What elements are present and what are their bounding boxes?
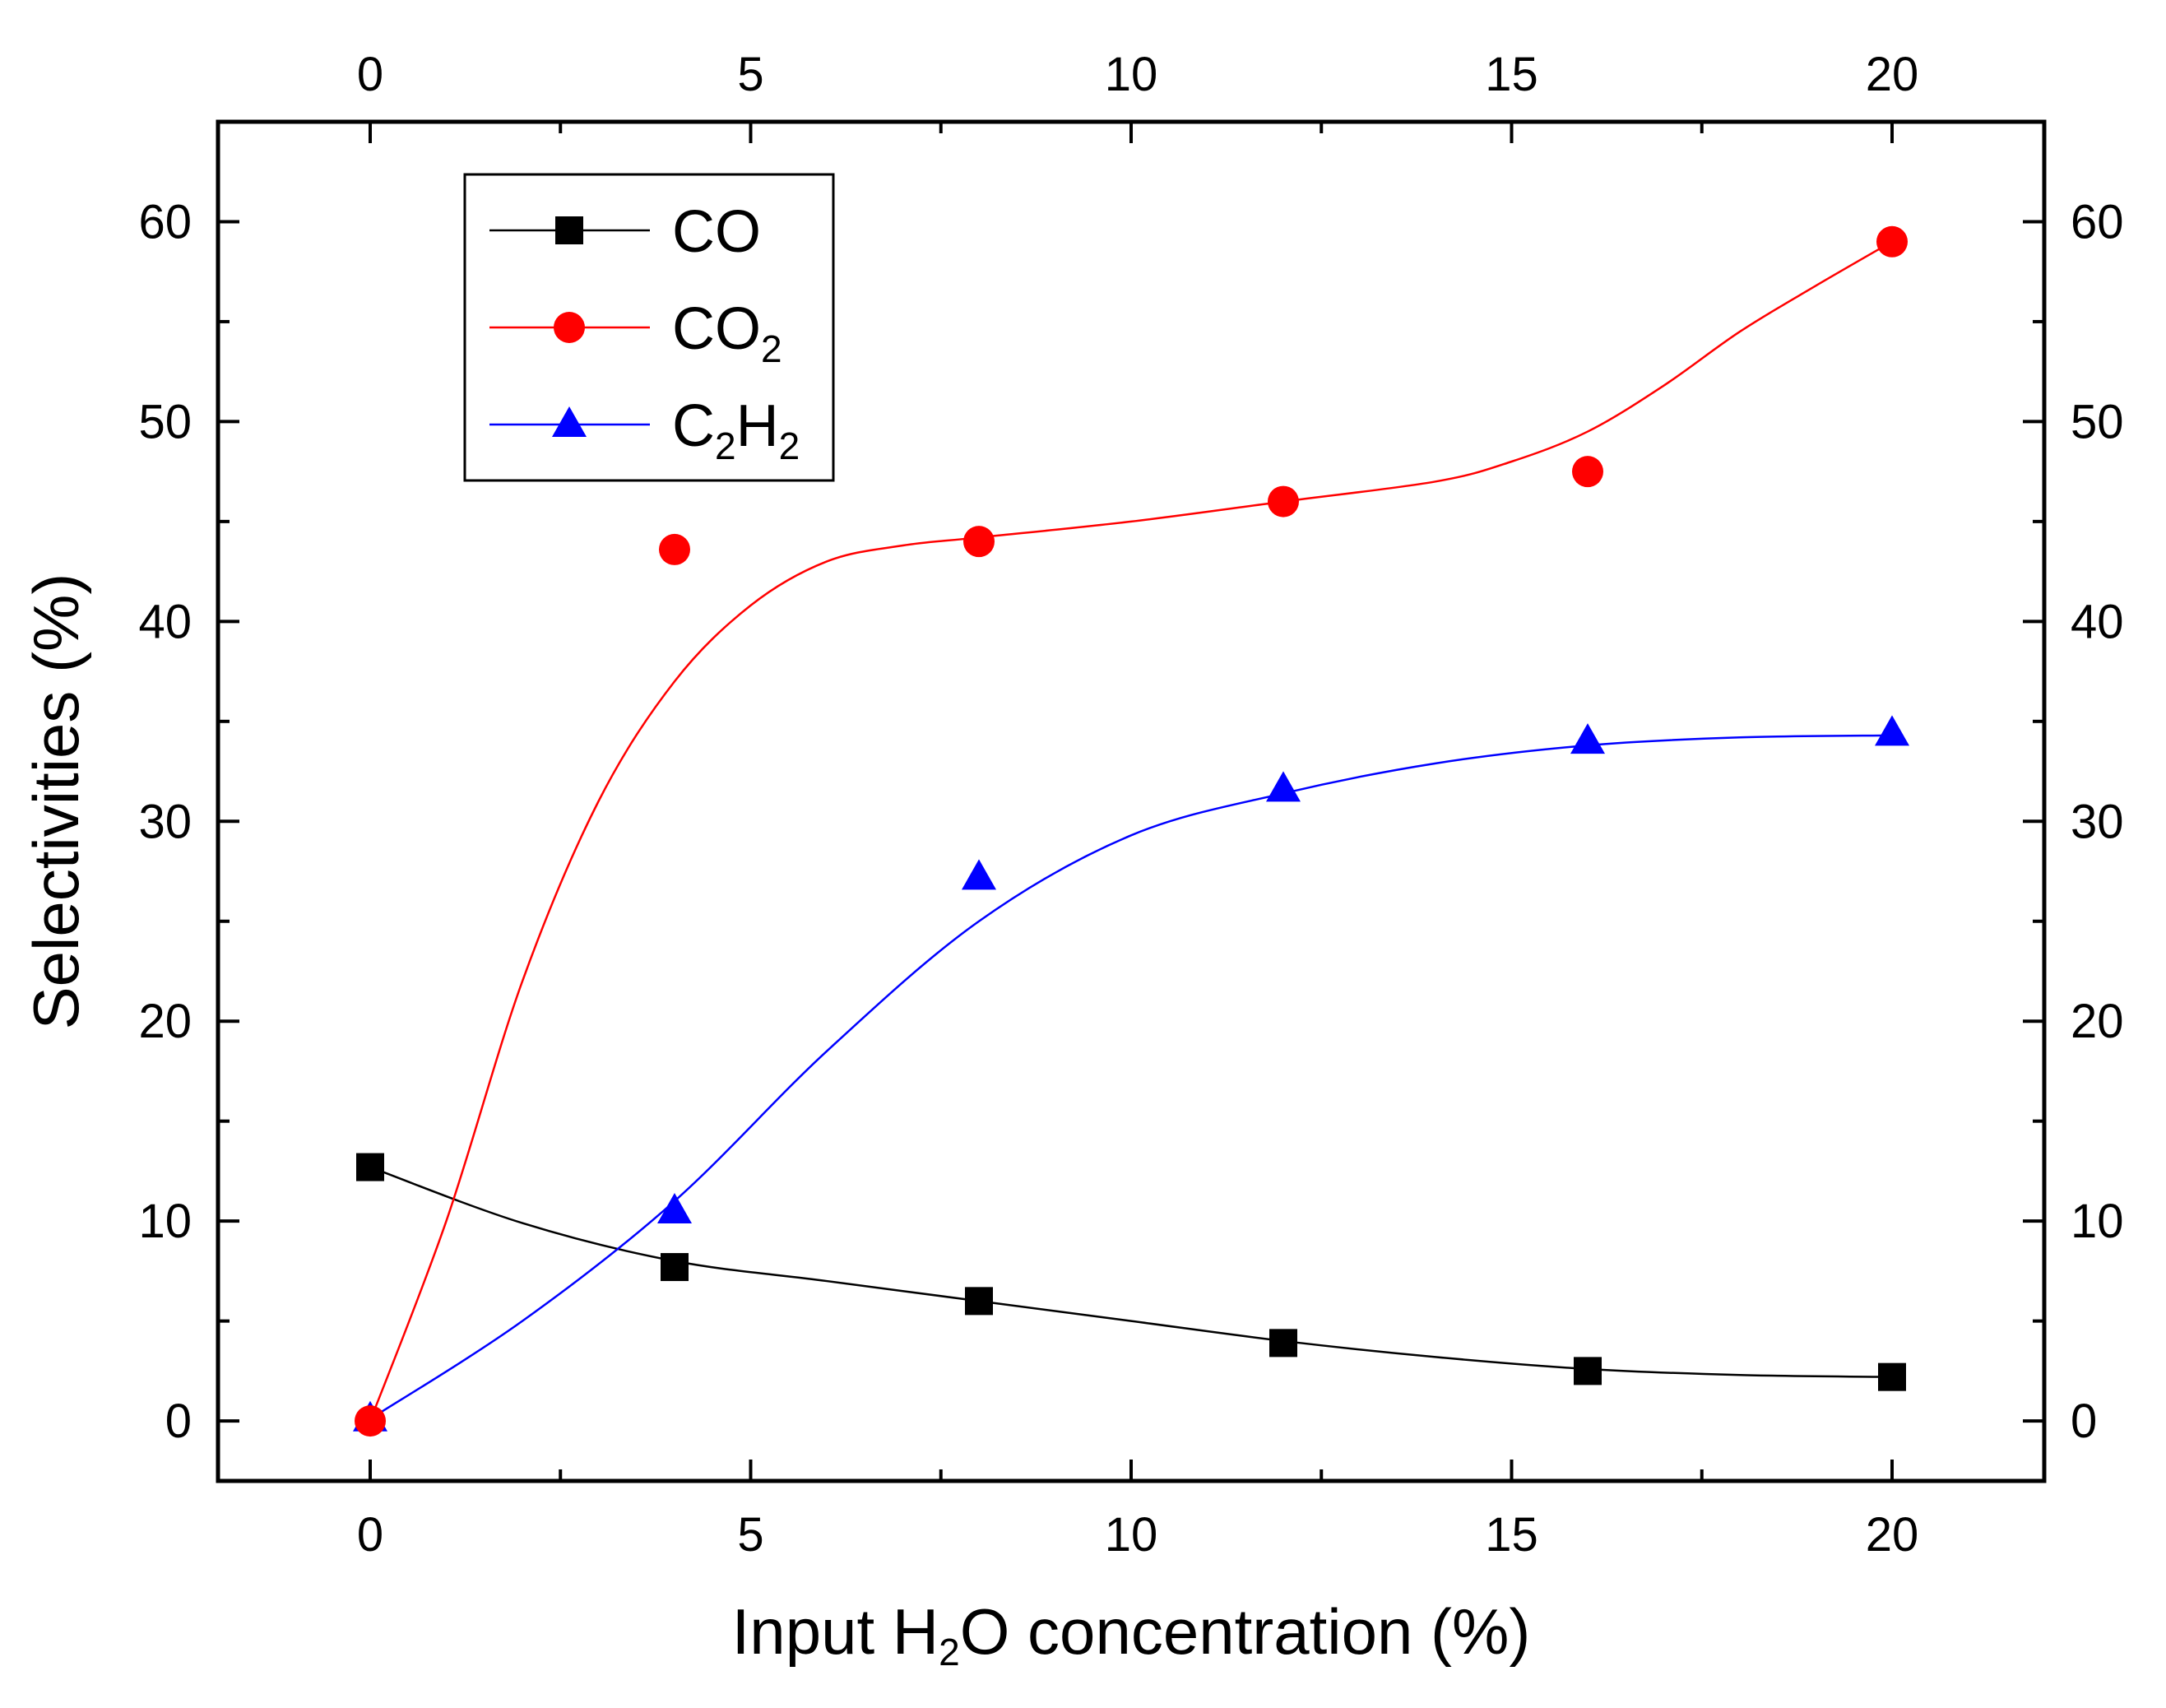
axis-ticks: 0 0 5 5 10 10 15 15 20 20 0 0 10 10 20 20 30 30 40 40 50 50 60…: [138, 48, 2123, 1562]
x-tick-label-top: 10: [1105, 48, 1158, 101]
y-tick-label-right: 10: [2071, 1195, 2124, 1248]
data-points: [353, 225, 1909, 1437]
y-tick-label-right: 0: [2071, 1395, 2097, 1448]
co-point: [1269, 1329, 1297, 1358]
y-tick-label-right: 40: [2071, 595, 2124, 648]
legend-c2h2-marker: [552, 406, 587, 437]
co2-point: [1268, 485, 1299, 518]
x-tick-label-bottom: 20: [1866, 1508, 1919, 1562]
c2h2-point: [1875, 715, 1909, 746]
legend-co-marker: [555, 216, 583, 244]
legend-c2h2-label: C2H2: [672, 393, 800, 467]
co2-point: [963, 526, 995, 558]
y-tick-label-left: 20: [138, 995, 192, 1048]
co-point: [1574, 1357, 1602, 1385]
legend-subscript: 2: [779, 425, 800, 467]
y-tick-label-right: 20: [2071, 995, 2124, 1048]
y-tick-label-left: 60: [138, 195, 192, 248]
x-tick-label-top: 15: [1485, 48, 1538, 101]
co2-point: [355, 1405, 386, 1437]
y-tick-label-right: 30: [2071, 795, 2124, 848]
x-tick-label-bottom: 5: [737, 1508, 763, 1562]
legend-co2-label: CO2: [672, 296, 782, 370]
c2h2-point: [1266, 771, 1301, 802]
x-tick-label-bottom: 0: [357, 1508, 383, 1562]
y-tick-label-left: 40: [138, 595, 192, 648]
legend-subscript: 2: [761, 327, 782, 370]
legend-co2-marker: [554, 312, 585, 343]
x-tick-label-top: 20: [1866, 48, 1919, 101]
c2h2-fit-line: [369, 734, 1893, 1420]
legend-text-part: CO: [672, 199, 761, 265]
y-tick-label-right: 50: [2071, 395, 2124, 448]
x-tick-label-top: 0: [357, 48, 383, 101]
legend-text-part: H: [736, 393, 779, 459]
co2-point: [1572, 456, 1603, 488]
legend-co-label: CO: [672, 199, 761, 265]
y-tick-label-left: 30: [138, 795, 192, 848]
legend-text-part: C: [672, 393, 715, 459]
x-axis-title: Input H2O concentration (%): [732, 1595, 1531, 1673]
y-tick-label-left: 10: [138, 1195, 192, 1248]
c2h2-point: [962, 859, 996, 890]
co-point: [661, 1253, 689, 1282]
co-point: [356, 1153, 384, 1181]
x-tick-label-top: 5: [737, 48, 763, 101]
c2h2-point: [1570, 723, 1605, 754]
y-axis-title: Selectivities (%): [20, 573, 92, 1030]
co2-point: [659, 533, 690, 565]
y-tick-label-left: 0: [165, 1395, 192, 1448]
co-point: [965, 1287, 993, 1316]
co-fit-line: [369, 1166, 1893, 1378]
co-point: [1878, 1362, 1906, 1391]
c2h2-point: [657, 1193, 692, 1224]
legend-text-part: CO: [672, 296, 761, 362]
co2-point: [1876, 225, 1908, 258]
y-tick-label-left: 50: [138, 395, 192, 448]
x-tick-label-bottom: 10: [1105, 1508, 1158, 1562]
legend-subscript: 2: [715, 425, 736, 467]
y-tick-label-right: 60: [2071, 195, 2124, 248]
x-tick-label-bottom: 15: [1485, 1508, 1538, 1562]
